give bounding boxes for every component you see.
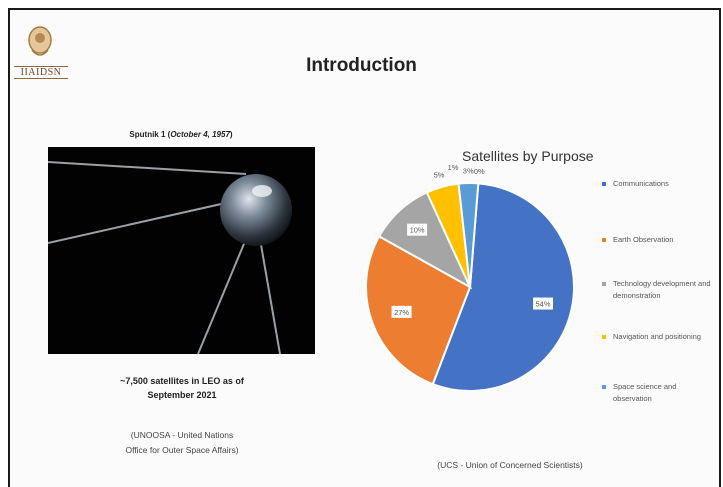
- satellite-stat: ~7,500 satellites in LEO as of September…: [120, 376, 244, 400]
- legend-swatch: [602, 238, 606, 242]
- pie-slice-space-science-and-observation: [457, 182, 480, 288]
- legend-swatch: [602, 182, 606, 186]
- data-label: 54%: [536, 300, 551, 309]
- legend-swatch: [602, 385, 606, 389]
- data-label-box: [391, 305, 412, 318]
- logo-wordmark: IIAIDSN: [14, 66, 68, 79]
- pie-slice-communications: [431, 182, 575, 392]
- legend-swatch: [602, 282, 606, 286]
- university-logo: [28, 26, 52, 56]
- data-label: 27%: [394, 308, 409, 317]
- data-label-extra: 1%: [448, 163, 459, 172]
- legend-item: Communications: [602, 178, 713, 190]
- image-caption: Sputnik 1 (October 4, 1957): [129, 130, 233, 139]
- legend-swatch: [602, 335, 606, 339]
- source-unoosa: (UNOOSA - United Nations Office for Oute…: [125, 430, 239, 455]
- legend-label: Communications: [613, 179, 669, 188]
- legend-label: Earth Observation: [613, 235, 674, 244]
- legend-item: Technology development and demonstration: [602, 278, 713, 302]
- source-ucs: (UCS - Union of Concerned Scientists): [437, 460, 583, 470]
- data-label-box: [407, 223, 428, 236]
- chart-title: Satellites by Purpose: [462, 148, 594, 164]
- data-label: 10%: [410, 226, 425, 235]
- pie-chart: 54% 27% 10% 5% 3% 0% 1%: [365, 163, 575, 392]
- slide-title: Introduction: [306, 55, 417, 76]
- legend-item: Earth Observation: [602, 234, 713, 246]
- legend-label: Navigation and positioning: [613, 332, 701, 341]
- legend-item: Navigation and positioning: [602, 331, 713, 343]
- sputnik-photo: [48, 147, 315, 354]
- data-label-box: [533, 297, 554, 310]
- data-label: 3%: [463, 167, 474, 176]
- legend-item: Space science and observation: [602, 381, 713, 405]
- data-label: 0%: [474, 167, 485, 176]
- legend-label: Technology development and demonstration: [613, 279, 711, 300]
- data-label: 5%: [434, 171, 445, 180]
- legend-label: Space science and observation: [613, 382, 677, 403]
